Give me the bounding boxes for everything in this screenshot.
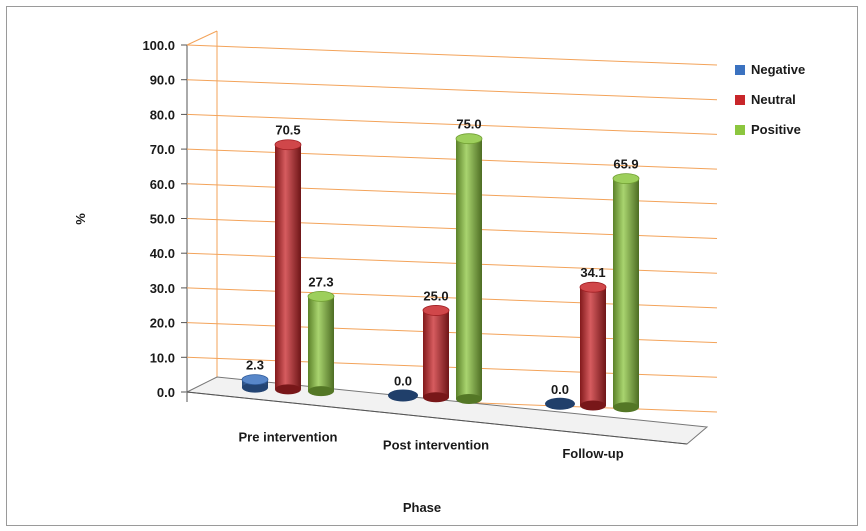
y-axis-ticks: 0.0 10.0 20.0 30.0 40.0 50.0 60.0 70.0 80.0 90.0 1… [142,38,175,400]
data-label-neutral-1: 25.0 [423,288,448,303]
bar-top [307,290,335,302]
bar-neutral-1 [422,305,450,403]
legend-swatch-positive [735,125,745,135]
chart-frame: 0.0 10.0 20.0 30.0 40.0 50.0 60.0 70.0 80.0 90.0 1… [6,6,858,526]
y-tick-label: 90.0 [150,73,175,88]
bar-base [308,386,334,397]
category-label: Post intervention [383,437,489,452]
bar-body [456,138,482,399]
legend-swatch-neutral [735,95,745,105]
gridline [186,79,718,101]
bar-top [422,305,450,316]
bar-base [545,397,575,410]
bar-neutral-0 [274,139,302,395]
legend: Negative Neutral Positive [735,62,805,137]
bar-base [580,400,606,411]
bar-top [579,281,607,293]
bar-top [612,173,640,184]
data-label-neutral-0: 70.5 [275,123,300,138]
bar-negative-2 [545,397,575,410]
x-axis-categories: Pre intervention Post intervention Follow-… [239,430,624,461]
bar-neutral-2 [579,281,607,411]
data-label-positive-1: 75.0 [456,117,481,132]
data-label-negative-0: 2.3 [246,358,264,373]
legend-label-neutral: Neutral [751,92,796,107]
bar-negative-0 [241,374,269,393]
bar-positive-1 [455,133,483,404]
y-tick-label: 70.0 [150,142,175,157]
bar-positive-0 [307,290,335,397]
bars [241,133,640,413]
bar-base [613,402,639,413]
x-axis-label: Phase [403,500,441,515]
bar-base [456,393,482,404]
data-labels: 2.3 70.5 27.3 0.0 25.0 75.0 0.0 34.1 65.9 [246,117,639,397]
bar-body [423,310,449,398]
y-axis-label: % [73,213,88,225]
x-axis-line [186,391,688,445]
data-label-positive-0: 27.3 [308,274,333,289]
bar-body [613,178,639,408]
bar-negative-1 [388,389,418,402]
bar-top [241,374,269,386]
y-tick-label: 30.0 [150,281,175,296]
y-tick-label: 20.0 [150,316,175,331]
y-tick-label: 50.0 [150,212,175,227]
bar-base [242,382,268,393]
y-tick-label: 0.0 [157,385,175,400]
bar-body [580,287,606,406]
legend-label-negative: Negative [751,62,805,77]
wall-edge [186,30,218,46]
bar-chart: 0.0 10.0 20.0 30.0 40.0 50.0 60.0 70.0 80.0 90.0 1… [73,30,805,515]
data-label-positive-2: 65.9 [613,157,638,172]
y-tick-label: 80.0 [150,107,175,122]
y-tick-label: 40.0 [150,246,175,261]
data-label-negative-1: 0.0 [394,373,412,388]
bar-base [275,384,301,395]
category-label: Pre intervention [239,430,338,445]
gridline [186,113,718,135]
data-label-negative-2: 0.0 [551,382,569,397]
bar-base [423,392,449,403]
data-label-neutral-2: 34.1 [580,265,605,280]
bar-top [274,139,302,151]
y-tick-label: 100.0 [142,38,175,53]
category-label: Follow-up [562,446,623,461]
bar-body [308,296,334,392]
bar-positive-2 [612,173,640,413]
y-tick-label: 60.0 [150,177,175,192]
bar-base [388,389,418,402]
bar-top [455,133,483,145]
y-tick-label: 10.0 [150,350,175,365]
legend-swatch-negative [735,65,745,75]
legend-label-positive: Positive [751,122,801,137]
bar-body [275,144,301,390]
gridline [186,44,718,66]
